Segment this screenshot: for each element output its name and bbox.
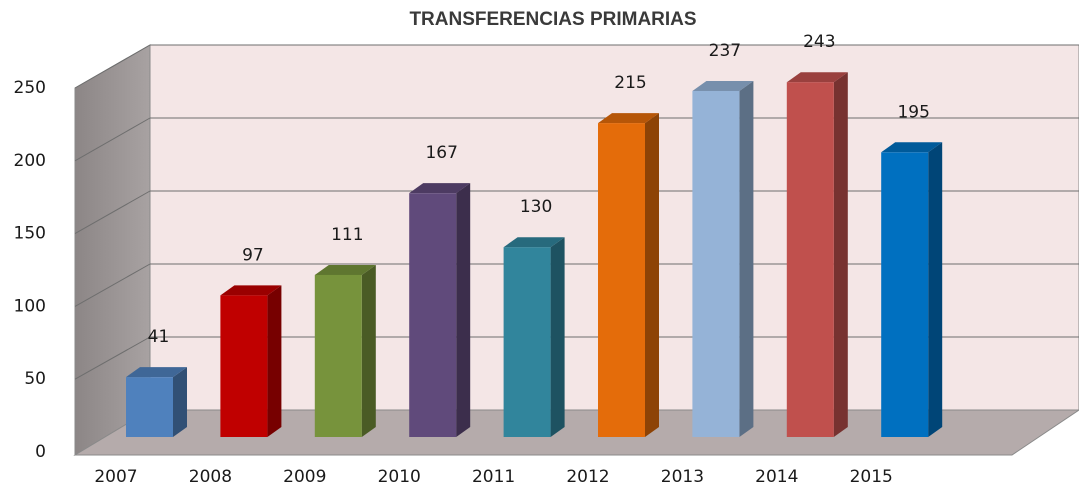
bar-side xyxy=(173,367,187,437)
bar xyxy=(409,193,457,437)
bar-side xyxy=(267,285,282,437)
bar-top xyxy=(692,80,754,91)
value-label: 195 xyxy=(897,102,929,122)
x-tick-label: 2007 xyxy=(94,467,137,487)
value-label: 130 xyxy=(520,197,552,217)
bar-group xyxy=(220,285,282,437)
x-tick-label: 2009 xyxy=(283,467,326,487)
x-tick-label: 2014 xyxy=(755,467,798,487)
x-tick-label: 2010 xyxy=(378,467,421,487)
bar xyxy=(503,247,551,437)
side-grid-line xyxy=(74,117,151,162)
bar xyxy=(598,123,645,437)
bar-side xyxy=(550,237,565,437)
value-label: 111 xyxy=(331,225,363,245)
x-tick-label: 2013 xyxy=(661,467,704,487)
value-label: 41 xyxy=(148,327,170,347)
bar xyxy=(786,82,834,437)
x-tick-label: 2011 xyxy=(472,467,515,487)
bars xyxy=(126,72,943,438)
x-tick-label: 2012 xyxy=(566,467,609,487)
value-label: 97 xyxy=(242,245,264,265)
bar-group xyxy=(692,80,754,437)
bar-group xyxy=(881,142,943,438)
y-tick-label: 50 xyxy=(24,369,46,389)
x-tick-label: 2015 xyxy=(850,467,893,487)
bar-top xyxy=(409,183,471,194)
bar-side xyxy=(456,183,471,437)
value-label: 215 xyxy=(614,73,646,93)
bar-top xyxy=(220,285,282,296)
side-grid-line xyxy=(74,190,151,235)
bar-side xyxy=(361,264,376,437)
side-grid-line xyxy=(74,263,151,307)
bar-top xyxy=(786,72,848,83)
y-tick-label: 200 xyxy=(14,151,46,171)
bar xyxy=(126,377,173,437)
x-tick-label: 2008 xyxy=(189,467,232,487)
bar-group xyxy=(126,367,187,437)
bar-side xyxy=(928,142,943,438)
bar xyxy=(692,90,740,437)
y-tick-label: 0 xyxy=(35,442,46,462)
bar-group xyxy=(314,264,376,437)
y-tick-label: 150 xyxy=(14,224,46,244)
value-label: 237 xyxy=(709,41,741,61)
bar-side xyxy=(739,80,754,437)
value-label: 243 xyxy=(803,32,835,52)
side-grid-line xyxy=(74,44,151,89)
bar-group xyxy=(598,113,659,437)
bar-top xyxy=(314,264,376,275)
bar-top xyxy=(126,367,187,378)
bar-top xyxy=(881,142,943,153)
bar xyxy=(314,274,362,437)
bar-top xyxy=(598,113,659,124)
bar-group xyxy=(786,72,848,437)
bar-side xyxy=(833,72,848,437)
bar xyxy=(220,295,268,437)
side-grid-line xyxy=(74,336,151,380)
chart-title: TRANSFERENCIAS PRIMARIAS xyxy=(409,9,696,30)
bar-top xyxy=(503,237,565,248)
y-tick-label: 100 xyxy=(14,296,46,316)
bar-side xyxy=(645,113,659,437)
bar-group xyxy=(503,237,565,437)
bar xyxy=(881,152,929,438)
value-label: 167 xyxy=(425,143,457,163)
bar-group xyxy=(409,183,471,437)
y-tick-label: 250 xyxy=(14,78,46,98)
